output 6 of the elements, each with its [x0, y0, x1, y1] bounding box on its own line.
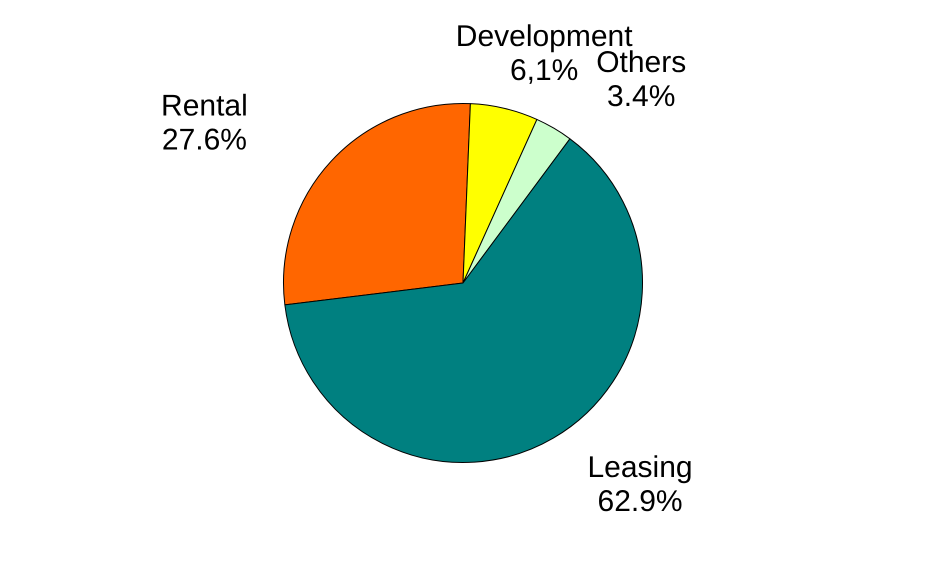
data-label: 6,1% — [510, 54, 578, 88]
data-label: 27.6% — [162, 123, 247, 156]
data-label: 62.9% — [598, 484, 683, 518]
slice-label: Rental — [161, 89, 248, 122]
slice-label: Leasing — [587, 450, 693, 484]
data-label: 3.4% — [607, 80, 676, 114]
